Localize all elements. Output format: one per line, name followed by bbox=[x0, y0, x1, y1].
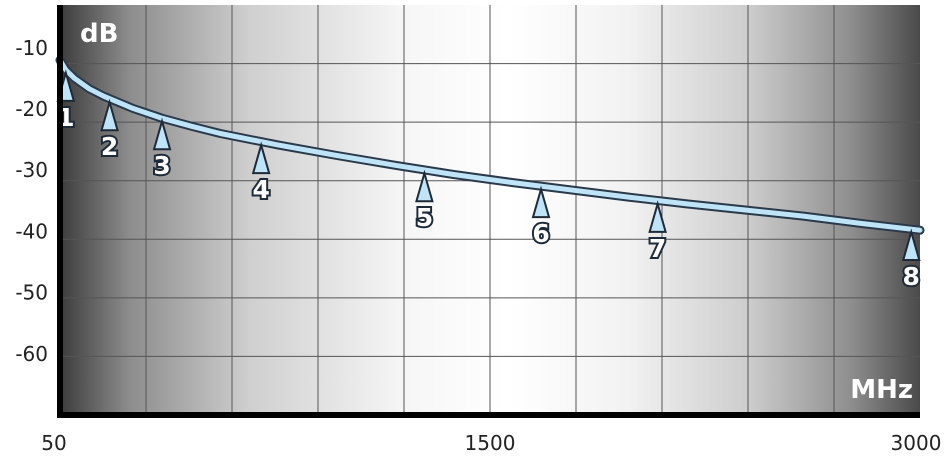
y-tick-label: -50 bbox=[15, 281, 48, 305]
marker-triangle bbox=[648, 200, 667, 233]
marker-label: 8 bbox=[903, 262, 920, 291]
marker-label: 2 bbox=[101, 132, 118, 161]
y-tick-label: -10 bbox=[15, 36, 48, 60]
marker-triangle bbox=[415, 169, 434, 203]
x-tick-label: 1500 bbox=[465, 431, 516, 455]
y-tick-label: -40 bbox=[15, 219, 48, 243]
marker-triangle bbox=[251, 141, 271, 175]
y-tick-label: -30 bbox=[15, 158, 48, 182]
series-group bbox=[55, 55, 925, 235]
y-tick-label: -60 bbox=[15, 342, 48, 366]
y-axis-unit-label: dB bbox=[80, 19, 118, 49]
x-tick-label: 3000 bbox=[891, 431, 942, 455]
marker-triangle bbox=[100, 98, 119, 132]
x-axis-unit-label: MHz bbox=[850, 375, 913, 405]
marker-triangle bbox=[152, 117, 172, 151]
marker-triangle bbox=[901, 228, 921, 261]
marker-triangle bbox=[531, 185, 551, 219]
series-line bbox=[57, 57, 923, 233]
y-tick-label: -20 bbox=[15, 97, 48, 121]
marker-label: 5 bbox=[416, 203, 433, 232]
y-axis-ticks: -10 -20 -30 -40 -50 -60 bbox=[15, 36, 48, 366]
marker-label: 7 bbox=[649, 234, 666, 263]
marker-label: 4 bbox=[252, 175, 269, 204]
marker-label: 3 bbox=[153, 151, 170, 180]
x-tick-label: 50 bbox=[41, 431, 66, 455]
marker-label: 6 bbox=[532, 219, 549, 248]
grid-lines bbox=[60, 5, 920, 415]
x-axis-ticks: 50 1500 3000 bbox=[41, 431, 941, 455]
